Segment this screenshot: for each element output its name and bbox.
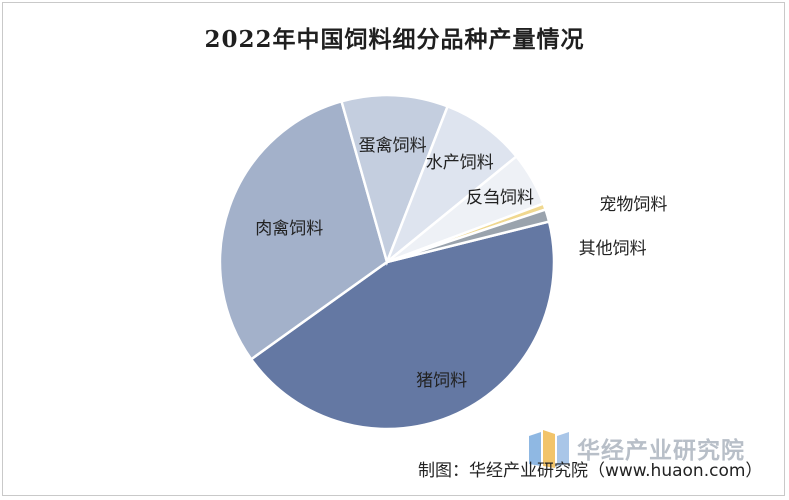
- watermark-logo-icon: [529, 430, 569, 468]
- chart-title: 2022年中国饲料细分品种产量情况: [204, 26, 585, 53]
- slice-label-broiler: 肉禽饲料: [255, 219, 323, 239]
- slice-label-layer: 蛋禽饲料: [359, 136, 427, 156]
- source-label: 制图：华经产业研究院（www.huaon.com）: [418, 461, 763, 481]
- pie-slice-pig: [249, 220, 556, 431]
- slice-label-aquatic: 水产饲料: [426, 153, 494, 173]
- slice-label-other: 其他饲料: [579, 239, 647, 259]
- pie-slice-broiler: [218, 99, 389, 361]
- slice-label-ruminant: 反刍饲料: [466, 188, 534, 208]
- pie-slice-other: [386, 207, 551, 264]
- watermark-text: 华经产业研究院: [577, 438, 745, 464]
- pie-slice-layer: [339, 93, 450, 266]
- slice-label-pet: 宠物饲料: [599, 195, 667, 215]
- slice-label-pig: 猪饲料: [416, 371, 467, 391]
- watermark: 华经产业研究院: [527, 428, 745, 468]
